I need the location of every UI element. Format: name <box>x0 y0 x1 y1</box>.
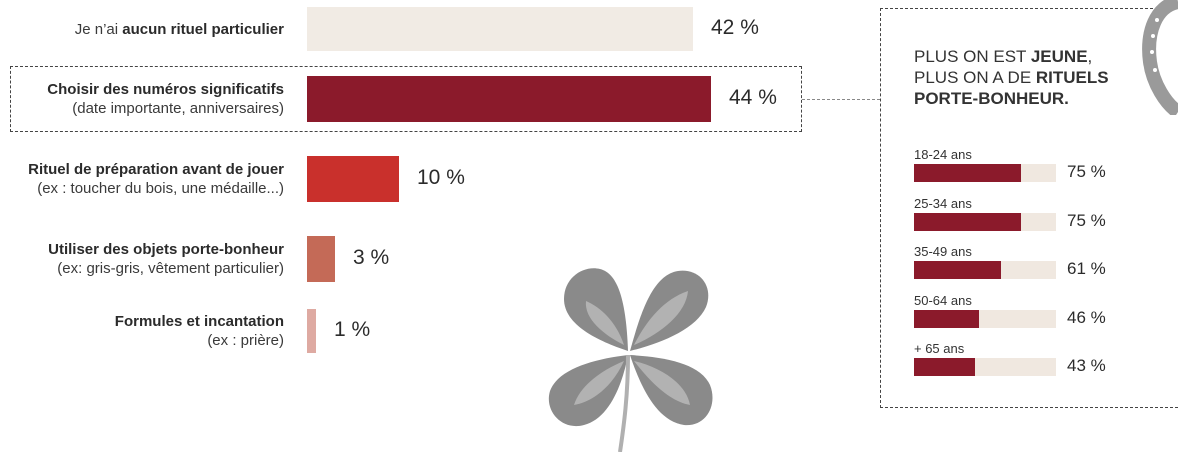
horseshoe-icon <box>1142 0 1178 115</box>
age-bar-fill <box>914 261 1001 279</box>
panel-title-segment: PORTE-BONHEUR. <box>914 89 1069 108</box>
age-label: 18-24 ans <box>914 147 972 162</box>
age-bar-track <box>914 309 1056 328</box>
label-segment: Rituel de préparation avant de jouer <box>28 161 284 178</box>
panel-title-line: PLUS ON A DE RITUELS <box>914 67 1109 88</box>
age-value: 75 % <box>1067 162 1106 181</box>
category-label: Utiliser des objets porte-bonheur (ex: gr… <box>48 240 284 278</box>
age-bar-track <box>914 358 1056 376</box>
age-value: 61 % <box>1067 259 1106 278</box>
value-label: 3 % <box>353 246 390 269</box>
label-line: Je n’ai aucun rituel particulier <box>75 20 284 39</box>
value-label: 10 % <box>417 166 465 189</box>
four-leaf-clover-icon <box>548 268 713 452</box>
label-segment: Choisir des numéros significatifs <box>47 81 284 98</box>
label-segment: aucun rituel particulier <box>122 20 284 38</box>
label-segment: (ex : prière) <box>207 332 284 349</box>
label-line: Rituel de préparation avant de jouer <box>28 160 284 179</box>
bar <box>307 156 399 202</box>
label-line: (ex : prière) <box>115 331 284 350</box>
age-bar-fill <box>914 358 975 376</box>
panel-title-segment: PLUS ON EST <box>914 47 1031 66</box>
bar <box>307 236 335 282</box>
category-label: Je n’ai aucun rituel particulier <box>75 20 284 39</box>
label-line: Utiliser des objets porte-bonheur <box>48 240 284 259</box>
age-bar-fill <box>914 309 979 328</box>
age-panel: PLUS ON EST JEUNE, PLUS ON A DE RITUELS PO… <box>880 8 1178 408</box>
bar <box>307 7 693 51</box>
age-value: 43 % <box>1067 356 1106 375</box>
label-segment: Formules et incantation <box>114 313 284 330</box>
panel-title-segment: PLUS ON A DE <box>914 68 1036 87</box>
bar <box>307 309 316 353</box>
label-line: (ex : toucher du bois, une médaille...) <box>28 179 284 198</box>
panel-title-segment: RITUELS <box>1035 68 1109 87</box>
age-bar-track <box>914 212 1056 231</box>
age-bar-track <box>914 164 1056 182</box>
category-label: Choisir des numéros significatifs (date i… <box>47 80 284 118</box>
panel-title-line: PLUS ON EST JEUNE, <box>914 46 1109 67</box>
age-bar-fill <box>914 164 1021 182</box>
label-segment: (ex: gris-gris, vêtement particulier) <box>57 260 284 277</box>
age-value: 75 % <box>1067 210 1106 230</box>
label-line: (ex: gris-gris, vêtement particulier) <box>48 259 284 278</box>
age-label: 25-34 ans <box>914 195 972 211</box>
category-label: Formules et incantation (ex : prière) <box>115 312 284 350</box>
main-bar-chart: 42 % Je n’ai aucun rituel particulier 44 %… <box>10 7 880 353</box>
category-label: Rituel de préparation avant de jouer (ex … <box>28 160 284 198</box>
label-segment: (date importante, anniversaires) <box>72 100 284 117</box>
age-bar-track <box>914 261 1056 279</box>
age-bar-fill <box>914 212 1021 231</box>
value-label: 1 % <box>334 318 371 341</box>
label-line: Choisir des numéros significatifs <box>47 80 284 99</box>
label-segment: Je n’ai <box>74 20 123 38</box>
panel-title: PLUS ON EST JEUNE, PLUS ON A DE RITUELS PO… <box>914 46 1109 109</box>
value-label: 42 % <box>711 16 759 39</box>
panel-title-segment: JEUNE <box>1030 47 1088 66</box>
panel-title-line: PORTE-BONHEUR. <box>914 88 1109 109</box>
bar <box>307 76 711 122</box>
age-label: 35-49 ans <box>914 244 972 259</box>
age-label: + 65 ans <box>914 341 965 356</box>
age-value: 46 % <box>1067 307 1106 327</box>
connector-line <box>802 99 880 100</box>
label-segment: (ex : toucher du bois, une médaille...) <box>37 180 284 197</box>
panel-title-segment: , <box>1087 47 1093 66</box>
highlight-frame <box>10 66 802 132</box>
label-line: Formules et incantation <box>115 312 284 331</box>
age-label: 50-64 ans <box>914 292 972 308</box>
label-line: (date importante, anniversaires) <box>47 99 284 118</box>
label-segment: Utiliser des objets porte-bonheur <box>48 241 284 258</box>
value-label: 44 % <box>729 86 777 109</box>
